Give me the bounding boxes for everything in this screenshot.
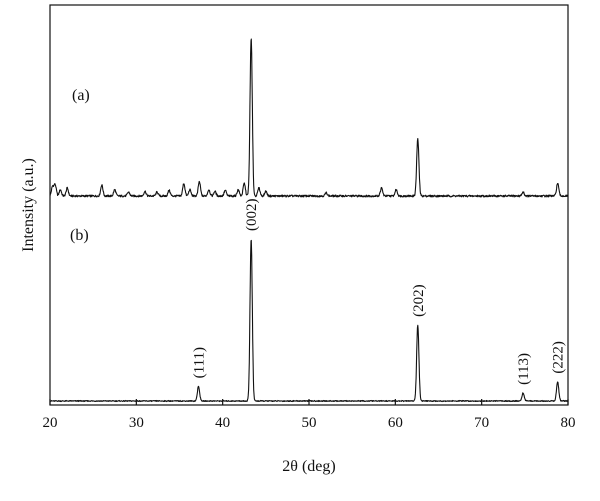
x-tick-label: 30 <box>129 415 144 431</box>
x-tick-label: 80 <box>561 415 576 431</box>
peak-label: (222) <box>551 341 567 374</box>
peak-label: (002) <box>244 199 260 232</box>
annotations: (a) (b) <box>70 87 90 244</box>
y-axis-label: Intensity (a.u.) <box>20 158 37 252</box>
x-axis-ticks: 20 30 40 50 60 70 80 <box>43 399 576 431</box>
x-tick-label: 40 <box>215 415 230 431</box>
x-tick-label: 20 <box>43 415 58 431</box>
series-line-a <box>49 38 569 198</box>
x-tick-label: 50 <box>302 415 317 431</box>
x-axis-label: 2θ (deg) <box>282 458 335 475</box>
series-annotation: (b) <box>70 227 89 244</box>
x-tick-label: 70 <box>474 415 489 431</box>
series-layer <box>49 38 569 403</box>
peak-label: (202) <box>411 284 427 317</box>
peak-label: (111) <box>192 347 208 378</box>
plot-frame <box>49 4 569 406</box>
series-line-b <box>49 239 569 403</box>
x-tick-label: 60 <box>388 415 403 431</box>
peak-label: (113) <box>516 353 532 385</box>
series-annotation: (a) <box>72 87 90 104</box>
peak-labels: (111) (002) (202) (113) (222) <box>192 199 567 385</box>
